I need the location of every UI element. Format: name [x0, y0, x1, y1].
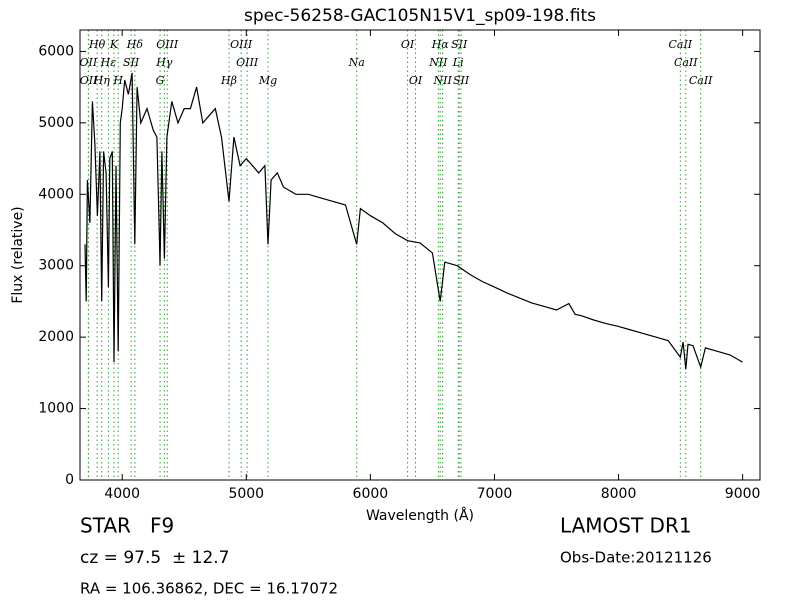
- x-tick-label: 4000: [104, 486, 140, 502]
- spectral-line-label: OII: [80, 74, 98, 87]
- y-tick-label: 6000: [38, 43, 74, 59]
- x-tick-label: 6000: [353, 486, 389, 502]
- chart-title: spec-56258-GAC105N15V1_sp09-198.fits: [244, 6, 596, 26]
- coordinates: RA = 106.36862, DEC = 16.17072: [80, 580, 338, 598]
- spectral-line-label: CaII: [674, 56, 698, 69]
- y-tick-label: 0: [65, 472, 74, 488]
- spectral-line-label: K: [109, 38, 119, 51]
- spectral-line-label: SII: [453, 74, 470, 87]
- spectral-line-label: OI: [401, 38, 415, 51]
- y-tick-label: 2000: [38, 329, 74, 345]
- y-tick-label: 1000: [38, 401, 74, 417]
- x-axis-label: Wavelength (Å): [366, 507, 474, 524]
- spectral-line-label: H: [112, 74, 123, 87]
- spectral-line-label: Hα: [431, 38, 450, 51]
- spectral-line-label: OIII: [156, 38, 179, 51]
- spectral-line-label: Hε: [100, 56, 117, 69]
- plot-frame: [79, 29, 761, 481]
- spectral-line-label: OIII: [230, 38, 253, 51]
- spectrum-line: [84, 72, 743, 370]
- spectral-line-label: Hβ: [220, 74, 237, 87]
- spectral-line-label: NII: [428, 56, 448, 69]
- spectral-line-label: Hη: [93, 74, 111, 87]
- survey: LAMOST DR1: [560, 514, 692, 538]
- star-class: STAR F9: [80, 514, 174, 538]
- spectral-line-label: Hδ: [126, 38, 144, 51]
- redshift: cz = 97.5 ± 12.7: [80, 548, 229, 568]
- spectral-line-label: Hθ: [88, 38, 106, 51]
- y-axis-label: Flux (relative): [10, 206, 26, 303]
- spectral-line-label: OIII: [236, 56, 259, 69]
- spectral-line-label: Na: [348, 56, 365, 69]
- x-tick-label: 9000: [725, 486, 761, 502]
- x-tick-label: 5000: [228, 486, 264, 502]
- spectral-line-label: SII: [451, 38, 468, 51]
- spectral-line-label: Hγ: [155, 56, 173, 69]
- obs-date: Obs-Date:20121126: [560, 549, 712, 567]
- y-tick-label: 4000: [38, 186, 74, 202]
- spectral-line-label: CaII: [668, 38, 692, 51]
- x-tick-label: 7000: [477, 486, 513, 502]
- x-tick-label: 8000: [601, 486, 637, 502]
- spectral-line-label: OI: [409, 74, 423, 87]
- spectral-line-label: CaII: [689, 74, 713, 87]
- y-tick-label: 3000: [38, 258, 74, 274]
- spectral-line-label: SII: [123, 56, 140, 69]
- spectral-line-label: G: [156, 74, 165, 87]
- spectral-line-label: Li: [452, 56, 464, 69]
- y-tick-label: 5000: [38, 115, 74, 131]
- spectral-line-label: NII: [433, 74, 453, 87]
- spectral-line-label: Mg: [258, 74, 277, 87]
